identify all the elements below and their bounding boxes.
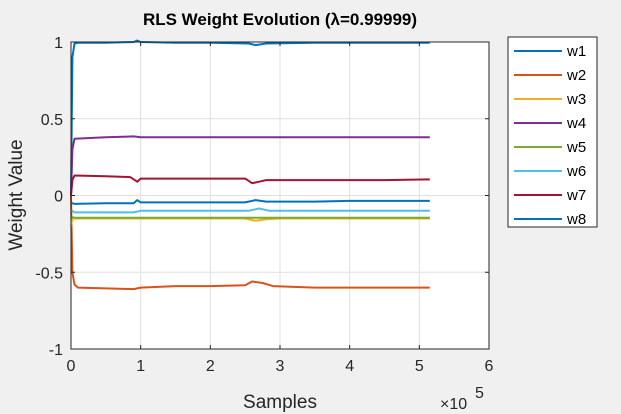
x-tick-label: 4 (345, 358, 354, 375)
x-exponent-base: ×10 (440, 396, 467, 413)
y-tick-label: -0.5 (35, 265, 63, 282)
series-line-w8 (71, 199, 430, 205)
legend-label-w1: w1 (566, 43, 586, 60)
y-axis-label: Weight Value (6, 139, 27, 250)
y-tick-label: 1 (54, 35, 63, 52)
x-tick-label: 2 (206, 358, 215, 375)
legend: w1 w2 w3 w4 w5 w6 w7 w8 (507, 36, 598, 228)
x-tick-label: 0 (67, 358, 76, 375)
chart-title: RLS Weight Evolution (λ=0.99999) (143, 10, 417, 29)
legend-label-w3: w3 (566, 91, 586, 108)
x-tick-label: 6 (485, 358, 494, 375)
legend-label-w2: w2 (566, 67, 586, 84)
x-axis-label: Samples (243, 392, 317, 413)
series-line-w4 (70, 135, 430, 196)
series-line-w7 (70, 174, 430, 196)
legend-label-w5: w5 (566, 139, 586, 156)
series-line-w1 (70, 39, 430, 196)
y-tick-label: -1 (49, 342, 63, 359)
ticks (70, 41, 490, 350)
series-line-w6 (71, 207, 430, 214)
x-tick-label: 3 (276, 358, 285, 375)
series-line-w2 (70, 195, 430, 291)
series-lines (70, 39, 430, 291)
y-tick-label: 0 (54, 189, 63, 206)
x-tick-label: 1 (136, 358, 145, 375)
legend-label-w7: w7 (566, 187, 586, 204)
legend-label-w4: w4 (566, 115, 586, 132)
x-exponent-power: 5 (475, 385, 484, 402)
y-tick-label: 0.5 (41, 112, 63, 129)
legend-label-w8: w8 (566, 211, 586, 228)
legend-label-w6: w6 (566, 163, 586, 180)
x-tick-label: 5 (415, 358, 424, 375)
tick-labels: 0 1 2 3 4 5 6 -1 -0.5 0 0.5 1 (35, 35, 493, 375)
series-line-w5 (70, 216, 430, 220)
